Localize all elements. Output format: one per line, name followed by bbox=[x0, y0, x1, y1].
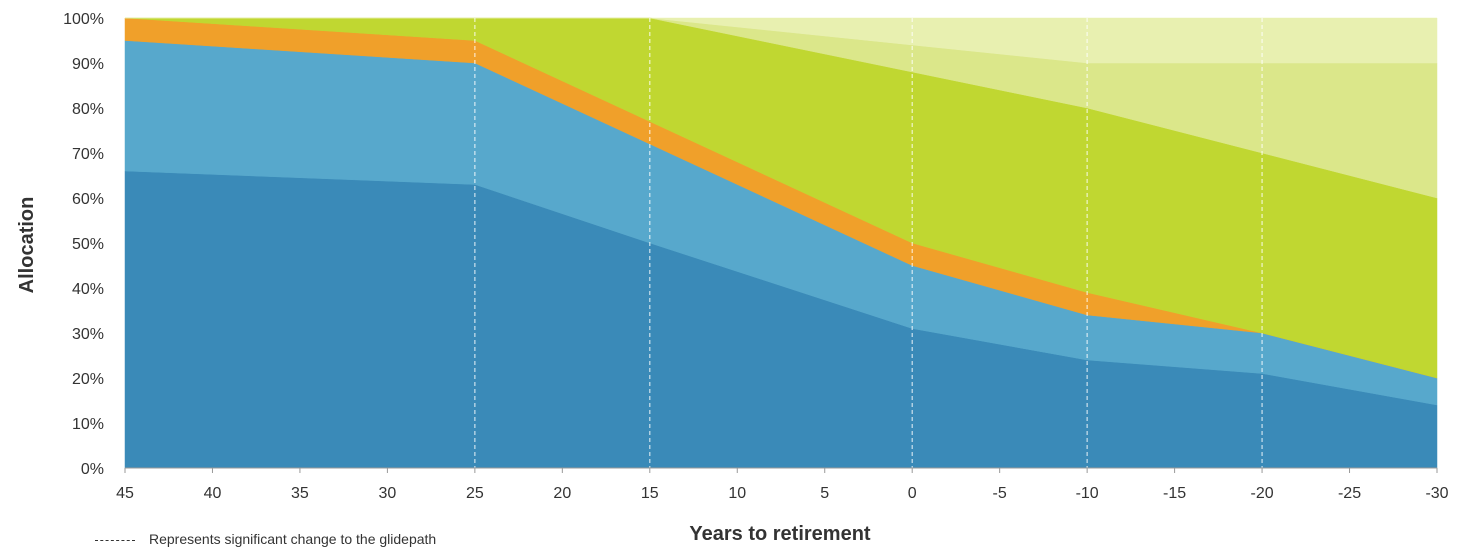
y-tick-label: 50% bbox=[72, 236, 104, 253]
y-axis-ticks: 0% 10% 20% 30% 40% 50% 60% 70% 80% 90% 100% bbox=[63, 11, 104, 478]
x-tick-label: -10 bbox=[1076, 485, 1099, 502]
x-tick-label: 45 bbox=[116, 485, 134, 502]
dashed-line-icon bbox=[95, 540, 135, 541]
y-tick-label: 70% bbox=[72, 146, 104, 163]
x-tick-label: 40 bbox=[204, 485, 222, 502]
x-tick-label: -20 bbox=[1251, 485, 1274, 502]
x-tick-label: 35 bbox=[291, 485, 309, 502]
x-tick-label: -5 bbox=[993, 485, 1007, 502]
stacked-areas bbox=[125, 18, 1437, 468]
legend-label: Represents significant change to the gli… bbox=[149, 531, 436, 547]
x-tick-label: 20 bbox=[553, 485, 571, 502]
y-tick-label: 100% bbox=[63, 11, 104, 28]
x-tick-label: 10 bbox=[728, 485, 746, 502]
y-tick-label: 20% bbox=[72, 371, 104, 388]
x-tick-label: 25 bbox=[466, 485, 484, 502]
y-tick-label: 10% bbox=[72, 416, 104, 433]
y-tick-label: 0% bbox=[81, 461, 104, 478]
x-axis-ticks: 45 40 35 30 25 20 15 10 5 0 -5 -10 -15 -20 -25 -30 bbox=[116, 468, 1449, 502]
x-tick-label: -25 bbox=[1338, 485, 1361, 502]
x-tick-label: 30 bbox=[379, 485, 397, 502]
y-axis-title: Allocation bbox=[16, 197, 38, 294]
x-tick-label: 15 bbox=[641, 485, 659, 502]
x-tick-label: 0 bbox=[908, 485, 917, 502]
x-tick-label: -30 bbox=[1425, 485, 1448, 502]
y-tick-label: 90% bbox=[72, 56, 104, 73]
y-tick-label: 80% bbox=[72, 101, 104, 118]
x-tick-label: 5 bbox=[820, 485, 829, 502]
y-tick-label: 60% bbox=[72, 191, 104, 208]
y-tick-label: 30% bbox=[72, 326, 104, 343]
x-tick-label: -15 bbox=[1163, 485, 1186, 502]
y-tick-label: 40% bbox=[72, 281, 104, 298]
chart-legend: Represents significant change to the gli… bbox=[95, 531, 436, 547]
x-axis-title: Years to retirement bbox=[689, 523, 871, 545]
